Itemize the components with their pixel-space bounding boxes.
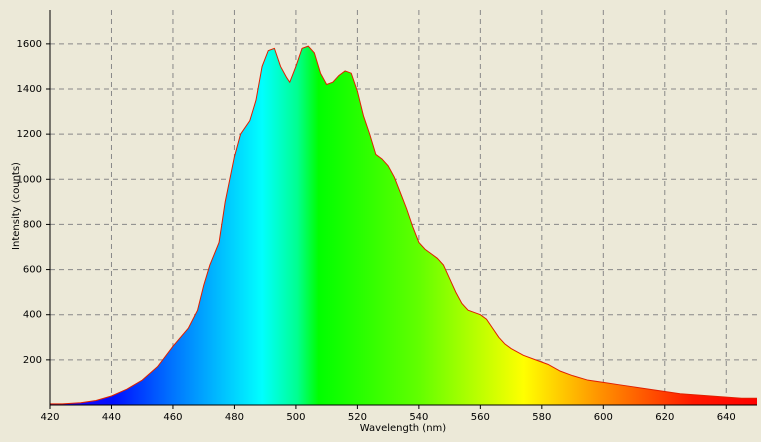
x-tick-label: 420 (40, 412, 59, 423)
y-tick-label: 400 (23, 310, 42, 321)
x-tick-label: 580 (532, 412, 551, 423)
x-tick-label: 480 (225, 412, 244, 423)
y-tick-label: 200 (23, 355, 42, 366)
x-tick-label: 460 (163, 412, 182, 423)
x-tick-label: 640 (717, 412, 736, 423)
x-tick-label: 620 (655, 412, 674, 423)
y-tick-label: 800 (23, 219, 42, 230)
y-tick-label: 1200 (17, 129, 42, 140)
x-tick-label: 540 (409, 412, 428, 423)
y-tick-label: 1400 (17, 84, 42, 95)
x-tick-label: 500 (286, 412, 305, 423)
x-tick-label: 440 (102, 412, 121, 423)
x-tick-label: 520 (348, 412, 367, 423)
spectrum-area (50, 46, 757, 406)
x-tick-label: 560 (471, 412, 490, 423)
y-axis-label: Intensity (counts) (11, 162, 22, 250)
y-tick-label: 1600 (17, 39, 42, 50)
spectrum-line (50, 45, 757, 405)
y-tick-label: 1000 (17, 174, 42, 185)
x-tick-label: 600 (594, 412, 613, 423)
y-tick-label: 600 (23, 265, 42, 276)
x-axis-label: Wavelength (nm) (360, 423, 446, 434)
